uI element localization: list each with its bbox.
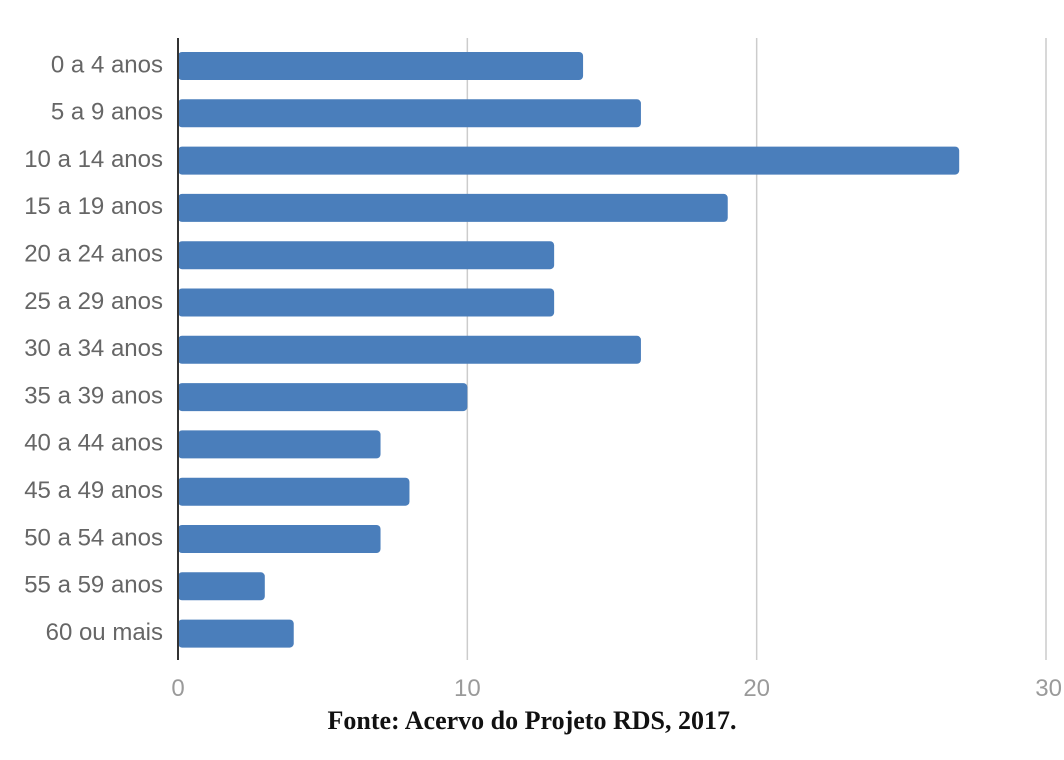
x-tick-label: 20 [743,675,770,700]
bar [178,146,960,175]
bar [178,572,265,601]
category-label: 50 a 54 anos [24,524,163,551]
bar [178,288,555,317]
category-label: 5 a 9 anos [51,99,163,126]
bar [178,241,555,270]
category-label: 40 a 44 anos [24,430,163,457]
bar [178,193,728,222]
x-tick-label: 10 [454,675,481,700]
x-tick-label: 0 [171,675,184,700]
category-label: 45 a 49 anos [24,477,163,504]
x-tick-label: 30 [1035,675,1062,700]
bar [178,430,381,459]
category-label: 60 ou mais [46,619,163,646]
category-label: 30 a 34 anos [24,335,163,362]
bar [178,52,584,80]
bar [178,383,468,412]
bar [178,335,641,364]
bar [178,525,381,553]
source-caption: Fonte: Acervo do Projeto RDS, 2017. [327,706,737,735]
category-label: 25 a 29 anos [24,288,163,315]
category-label: 55 a 59 anos [24,572,163,599]
category-label: 35 a 39 anos [24,382,163,409]
category-label: 10 a 14 anos [24,146,163,173]
bar [178,619,294,648]
bar [178,99,641,128]
category-label: 20 a 24 anos [24,241,163,268]
category-label: 15 a 19 anos [24,193,163,220]
bar [178,477,410,506]
bar-chart: 0 a 4 anos 5 a 9 anos 10 a 14 anos 15 a 19 … [24,38,1062,700]
category-label: 0 a 4 anos [51,51,163,78]
